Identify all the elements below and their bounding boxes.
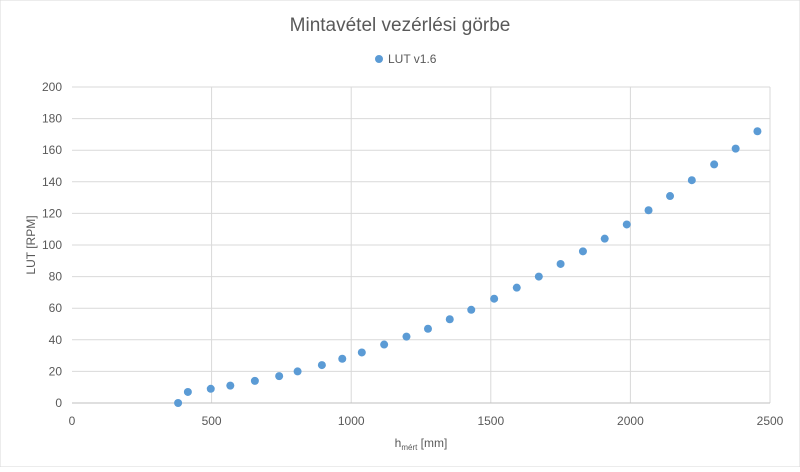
x-tick-label: 500 <box>202 414 222 428</box>
y-tick-label: 0 <box>55 396 62 410</box>
data-point <box>600 234 609 243</box>
data-point <box>731 144 740 153</box>
x-axis-label-subscript: mért <box>401 443 418 452</box>
data-point <box>687 176 696 185</box>
y-tick-label: 20 <box>49 364 63 378</box>
x-axis-label-unit: [mm] <box>417 436 447 450</box>
legend: LUT v1.6 <box>375 52 437 66</box>
data-point <box>666 192 675 201</box>
data-point <box>293 367 302 376</box>
data-point <box>402 332 411 341</box>
data-point <box>206 384 215 393</box>
data-point <box>644 206 653 215</box>
y-axis-label: LUT [RPM] <box>24 215 38 274</box>
data-point <box>226 381 235 390</box>
y-tick-label: 140 <box>42 175 62 189</box>
y-tick-label: 180 <box>42 112 62 126</box>
data-point <box>445 315 454 324</box>
y-tick-label: 120 <box>42 206 62 220</box>
y-tick-label: 100 <box>42 238 62 252</box>
y-tick-label: 80 <box>49 270 63 284</box>
x-tick-label: 2500 <box>757 414 784 428</box>
data-point <box>423 324 432 333</box>
x-tick-label: 1500 <box>477 414 504 428</box>
x-tick-label: 2000 <box>617 414 644 428</box>
data-point <box>357 348 366 357</box>
data-point <box>753 127 762 136</box>
data-point <box>317 361 326 370</box>
data-point <box>250 376 259 385</box>
data-point <box>534 272 543 281</box>
data-point <box>556 259 565 268</box>
data-point <box>512 283 521 292</box>
data-point <box>174 399 183 407</box>
data-point <box>578 247 587 256</box>
data-point <box>338 354 347 363</box>
y-tick-label: 200 <box>42 80 62 94</box>
data-point <box>183 387 192 396</box>
legend-label: LUT v1.6 <box>388 52 437 66</box>
x-tick-label: 1000 <box>338 414 365 428</box>
gridlines <box>72 86 771 403</box>
data-point <box>275 372 284 381</box>
data-point <box>467 305 476 314</box>
data-point <box>490 294 499 303</box>
y-tick-label: 40 <box>49 333 63 347</box>
y-tick-label: 160 <box>42 143 62 157</box>
y-tick-label: 60 <box>49 301 63 315</box>
data-point <box>622 220 631 229</box>
x-axis-label: hmért [mm] <box>395 436 448 452</box>
legend-marker <box>375 55 383 63</box>
data-point <box>710 160 719 169</box>
chart-title: Mintavétel vezérlési görbe <box>290 15 511 36</box>
x-axis-label-main: h <box>395 436 402 450</box>
data-points <box>174 127 762 407</box>
x-tick-label: 0 <box>69 414 76 428</box>
data-point <box>380 340 389 349</box>
